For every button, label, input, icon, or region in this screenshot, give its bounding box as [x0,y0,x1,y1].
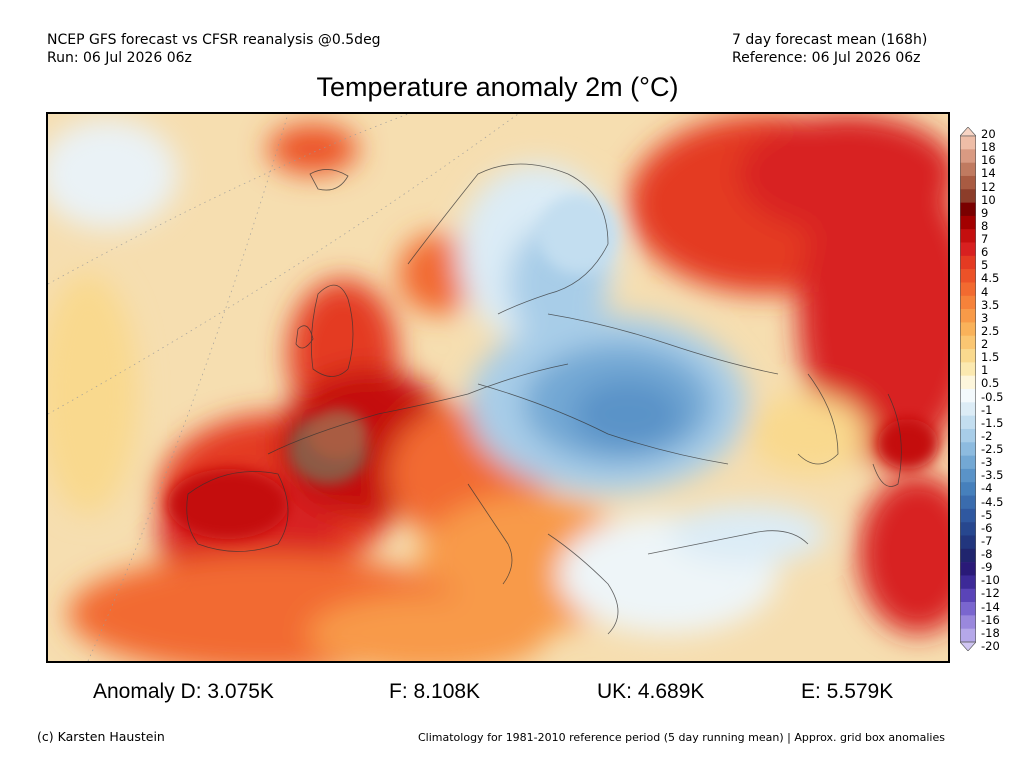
colorbar-tick-label: -4.5 [981,494,1004,509]
colorbar-segment [960,202,976,217]
anomaly-map [46,112,950,663]
colorbar-tick-label: 2 [981,337,989,352]
colorbar-segment [960,455,976,470]
climatology-note: Climatology for 1981-2010 reference peri… [418,731,945,744]
colorbar [960,127,976,651]
colorbar-tick-label: 1.5 [981,350,1000,365]
colorbar-segment [960,442,976,456]
colorbar-tick-label: 8 [981,218,989,233]
colorbar-tick-label: -7 [981,533,993,548]
colorbar-segment [960,548,976,563]
forecast-period: 7 day forecast mean (168h) [732,32,928,48]
colorbar-segment [960,508,976,523]
colorbar-segment [960,215,976,230]
colorbar-segment [960,562,976,576]
colorbar-segment [960,588,976,603]
colorbar-tick-label: 3 [981,310,989,325]
colorbar-tick-label: 3.5 [981,297,1000,312]
stat-uk-anomaly: UK: 4.689K [597,680,705,703]
colorbar-tick-label: -18 [981,625,1000,640]
colorbar-tick-label: 2.5 [981,323,1000,338]
reference-time: Reference: 06 Jul 2026 06z [732,50,921,66]
model-description: NCEP GFS forecast vs CFSR reanalysis @0.… [47,32,381,48]
colorbar-tick-label: -8 [981,547,993,562]
colorbar-top-arrow [960,127,976,137]
colorbar-tick-label: 5 [981,258,989,273]
colorbar-tick-label: 6 [981,245,989,260]
colorbar-tick-label: 7 [981,232,989,247]
colorbar-segment [960,575,976,590]
europe-anomaly-field [48,114,948,661]
colorbar-tick-label: 4 [981,284,989,299]
colorbar-outline [960,135,976,643]
colorbar-tick-label: -20 [981,639,1000,653]
colorbar-segment [960,482,976,496]
colorbar-segment [960,229,976,243]
colorbar-tick-label: 4.5 [981,271,1000,286]
colorbar-segment [960,282,976,297]
colorbar-tick-label: 10 [981,192,996,207]
colorbar-segment [960,175,976,190]
stat-spain-anomaly: E: 5.579K [801,680,894,703]
colorbar-tick-label: 1 [981,363,989,378]
colorbar-tick-label: 0.5 [981,376,1000,391]
colorbar-tick-label: -9 [981,560,993,575]
colorbar-tick-label: 16 [981,153,996,168]
header-left: NCEP GFS forecast vs CFSR reanalysis @0.… [47,31,381,67]
colorbar-segment [960,495,976,510]
colorbar-segment [960,535,976,550]
colorbar-tick-label: -3 [981,455,993,470]
colorbar-tick-label: -1 [981,402,993,417]
colorbar-segment [960,402,976,416]
colorbar-segment [960,602,976,616]
colorbar-bottom-arrow [960,641,976,651]
colorbar-segment [960,136,976,150]
colorbar-segment [960,615,976,629]
colorbar-tick-label: 14 [981,166,996,181]
colorbar-segment [960,522,976,536]
stat-france-anomaly: F: 8.108K [389,680,481,703]
colorbar-tick-label: -10 [981,573,1000,588]
colorbar-segment [960,162,976,177]
header-right: 7 day forecast mean (168h) Reference: 06… [732,31,927,67]
colorbar-segment [960,242,976,257]
colorbar-segment [960,349,976,363]
map-title: Temperature anomaly 2m (°C) [316,72,679,102]
colorbar-tick-label: -1.5 [981,415,1004,430]
colorbar-segment [960,428,976,443]
colorbar-tick-label: -14 [981,599,1000,614]
colorbar-tick-label: 18 [981,140,996,155]
colorbar-tick-label: -6 [981,520,993,535]
colorbar-segment [960,628,976,643]
colorbar-tick-label: -5 [981,507,993,522]
stat-domain-anomaly: Anomaly D: 3.075K [93,680,274,703]
colorbar-tick-label: -2.5 [981,442,1004,457]
colorbar-segment [960,389,976,403]
colorbar-segment [960,269,976,283]
colorbar-tick-label: -0.5 [981,389,1004,404]
colorbar-segment [960,309,976,323]
colorbar-tick-label: -2 [981,428,993,443]
colorbar-tick-label: 12 [981,179,996,194]
run-time: Run: 06 Jul 2026 06z [47,50,192,66]
colorbar-segment [960,189,976,203]
colorbar-segment [960,255,976,270]
colorbar-tick-label: 9 [981,205,989,220]
colorbar-segment [960,468,976,483]
colorbar-tick-label: 20 [981,127,996,141]
colorbar-tick-label: -4 [981,481,993,496]
colorbar-segment [960,295,976,310]
colorbar-segment [960,375,976,390]
colorbar-segment [960,149,976,163]
credit: (c) Karsten Haustein [37,729,165,744]
colorbar-tick-label: -16 [981,612,1000,627]
colorbar-segment [960,335,976,350]
colorbar-segment [960,322,976,337]
colorbar-tick-label: -3.5 [981,468,1004,483]
colorbar-segment [960,415,976,430]
colorbar-segment [960,362,976,376]
colorbar-tick-label: -12 [981,586,1000,601]
